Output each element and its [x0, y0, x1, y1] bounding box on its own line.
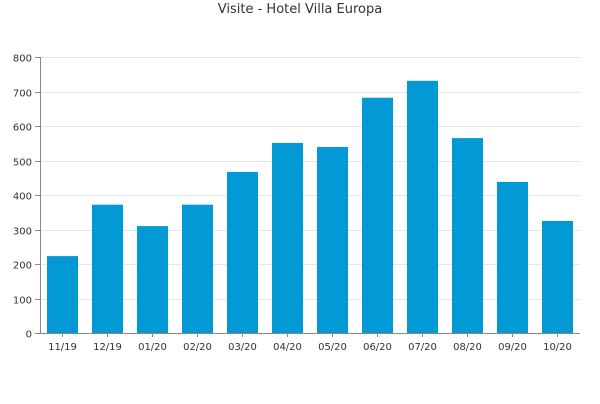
x-tick-label: 12/19: [93, 342, 122, 353]
y-tick-label: 200: [13, 261, 32, 272]
bar-12-19: [92, 204, 123, 333]
bar-02-20: [182, 204, 213, 333]
bar-06-20: [362, 97, 393, 333]
x-tick-label: 01/20: [138, 342, 167, 353]
bar-08-20: [452, 138, 483, 333]
x-tick-labels: 11/19 12/19 01/20 02/20 03/20 04/20 05/20 06/20…: [48, 342, 572, 353]
x-tick-label: 08/20: [453, 342, 482, 353]
y-tick-label: 700: [13, 89, 32, 100]
bar-04-20: [272, 142, 303, 333]
y-tick-label: 0: [26, 330, 32, 341]
bar-11-19: [47, 256, 78, 333]
chart-title: Visite - Hotel Villa Europa: [217, 2, 383, 17]
x-tick-label: 03/20: [228, 342, 257, 353]
bar-01-20: [137, 226, 168, 333]
y-tick-label: 500: [13, 158, 32, 169]
x-tick-label: 05/20: [318, 342, 347, 353]
y-tick-labels: 0 100 200 300 400 500 600 700 800: [13, 54, 32, 341]
grid-lines: [40, 57, 580, 300]
x-tick-label: 06/20: [363, 342, 392, 353]
bar-05-20: [317, 147, 348, 333]
bars: [47, 80, 573, 333]
bar-03-20: [227, 171, 258, 333]
y-tick-label: 600: [13, 123, 32, 134]
x-tick-label: 09/20: [498, 342, 527, 353]
bar-07-20: [407, 80, 438, 333]
y-tick-label: 300: [13, 227, 32, 238]
x-tick-label: 10/20: [543, 342, 572, 353]
y-tick-label: 400: [13, 192, 32, 203]
x-tick-label: 02/20: [183, 342, 212, 353]
bar-09-20: [497, 181, 528, 333]
x-tick-label: 04/20: [273, 342, 302, 353]
bar-10-20: [542, 220, 573, 333]
y-tick-label: 800: [13, 54, 32, 65]
x-tick-label: 07/20: [408, 342, 437, 353]
y-tick-label: 100: [13, 296, 32, 307]
axes: [35, 57, 580, 337]
x-tick-label: 11/19: [48, 342, 77, 353]
